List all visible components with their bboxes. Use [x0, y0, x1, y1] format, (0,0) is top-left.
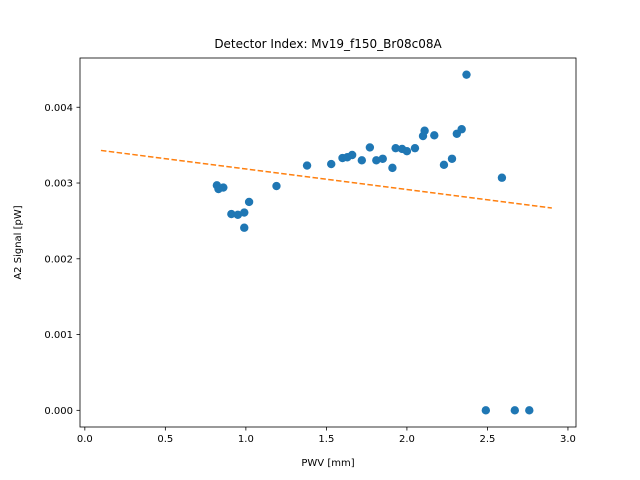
- data-point: [240, 208, 249, 217]
- data-point: [272, 181, 281, 191]
- x-tick-label: 3.0: [560, 434, 576, 445]
- data-point: [510, 406, 520, 415]
- x-axis-label: PWV [mm]: [301, 458, 354, 469]
- chart-title: Detector Index: Mv19_f150_Br08c08A: [214, 37, 442, 51]
- data-point: [388, 163, 397, 173]
- y-tick-label: 0.004: [44, 103, 73, 114]
- data-point: [302, 161, 312, 170]
- x-tick-label: 1.0: [238, 434, 254, 445]
- x-tick-label: 2.5: [479, 434, 495, 445]
- data-point: [391, 143, 400, 153]
- y-tick-label: 0.001: [44, 330, 73, 341]
- data-point: [410, 143, 420, 153]
- y-axis-label: A2 Signal [pW]: [13, 205, 24, 279]
- data-point: [227, 209, 236, 219]
- x-tick-label: 0.0: [77, 434, 93, 445]
- x-tick-label: 2.0: [399, 434, 415, 445]
- data-point: [219, 183, 228, 192]
- fit-line: [100, 149, 552, 209]
- data-point: [462, 70, 471, 79]
- data-point: [420, 126, 429, 135]
- y-tick-label: 0.003: [44, 179, 73, 190]
- data-point: [347, 150, 357, 160]
- x-tick-label: 0.5: [157, 434, 173, 445]
- data-point: [439, 160, 449, 170]
- data-point: [457, 125, 466, 134]
- data-point: [240, 223, 249, 232]
- data-point: [402, 147, 412, 156]
- data-point: [497, 173, 507, 182]
- data-point: [525, 406, 534, 415]
- data-point: [447, 154, 457, 163]
- data-point: [372, 156, 381, 165]
- data-point: [430, 131, 439, 140]
- data-point: [357, 156, 367, 165]
- data-point: [244, 197, 254, 207]
- data-point: [481, 406, 491, 415]
- axes-frame: [79, 57, 577, 428]
- y-tick-label: 0.000: [44, 406, 73, 417]
- y-tick-label: 0.002: [44, 254, 73, 265]
- axis-ticks: 0.0 0.5 1.0 1.5 2.0 2.5 3.0 0.000 0.001 0.002 0.00…: [44, 103, 576, 445]
- data-point: [378, 154, 387, 163]
- data-point: [365, 143, 375, 152]
- data-point: [327, 159, 336, 169]
- x-tick-label: 1.5: [318, 434, 334, 445]
- plot-area: [100, 70, 552, 415]
- data-point: [233, 210, 243, 220]
